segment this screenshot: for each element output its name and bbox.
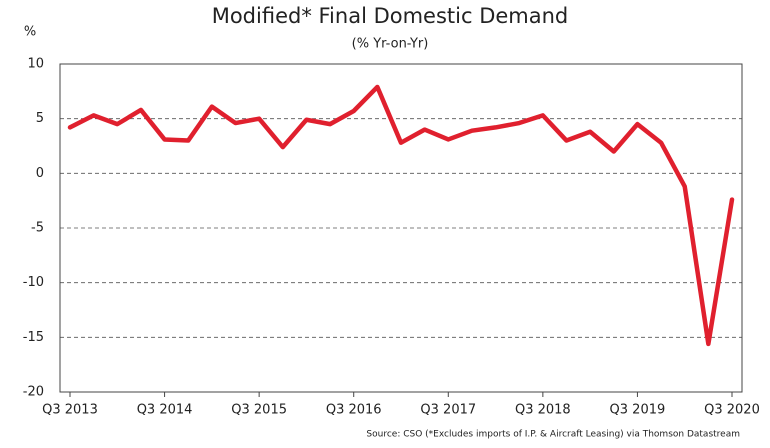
- x-tick-label: Q3 2020: [704, 403, 760, 418]
- x-tick-label: Q3 2017: [420, 403, 476, 418]
- x-tick-label: Q3 2016: [326, 403, 382, 418]
- chart-subtitle: (% Yr-on-Yr): [352, 37, 429, 52]
- x-tick-label: Q3 2015: [231, 403, 287, 418]
- chart-title: Modified* Final Domestic Demand: [212, 4, 569, 28]
- y-tick-label: 5: [36, 111, 44, 126]
- y-tick-label: 10: [27, 57, 44, 72]
- x-tick-label: Q3 2013: [42, 403, 98, 418]
- y-tick-label: 0: [36, 166, 44, 181]
- y-tick-label: -5: [31, 221, 44, 236]
- data-line: [67, 84, 735, 347]
- x-tick-label: Q3 2014: [137, 403, 193, 418]
- x-tick-label: Q3 2018: [515, 403, 571, 418]
- y-axis-label: %: [24, 25, 36, 40]
- y-tick-label: -10: [23, 275, 44, 290]
- x-tick-label: Q3 2019: [610, 403, 666, 418]
- y-tick-label: -20: [23, 385, 44, 400]
- y-tick-label: -15: [23, 330, 44, 345]
- plot-frame: [59, 63, 743, 393]
- source-note: Source: CSO (*Excludes imports of I.P. &…: [366, 430, 740, 440]
